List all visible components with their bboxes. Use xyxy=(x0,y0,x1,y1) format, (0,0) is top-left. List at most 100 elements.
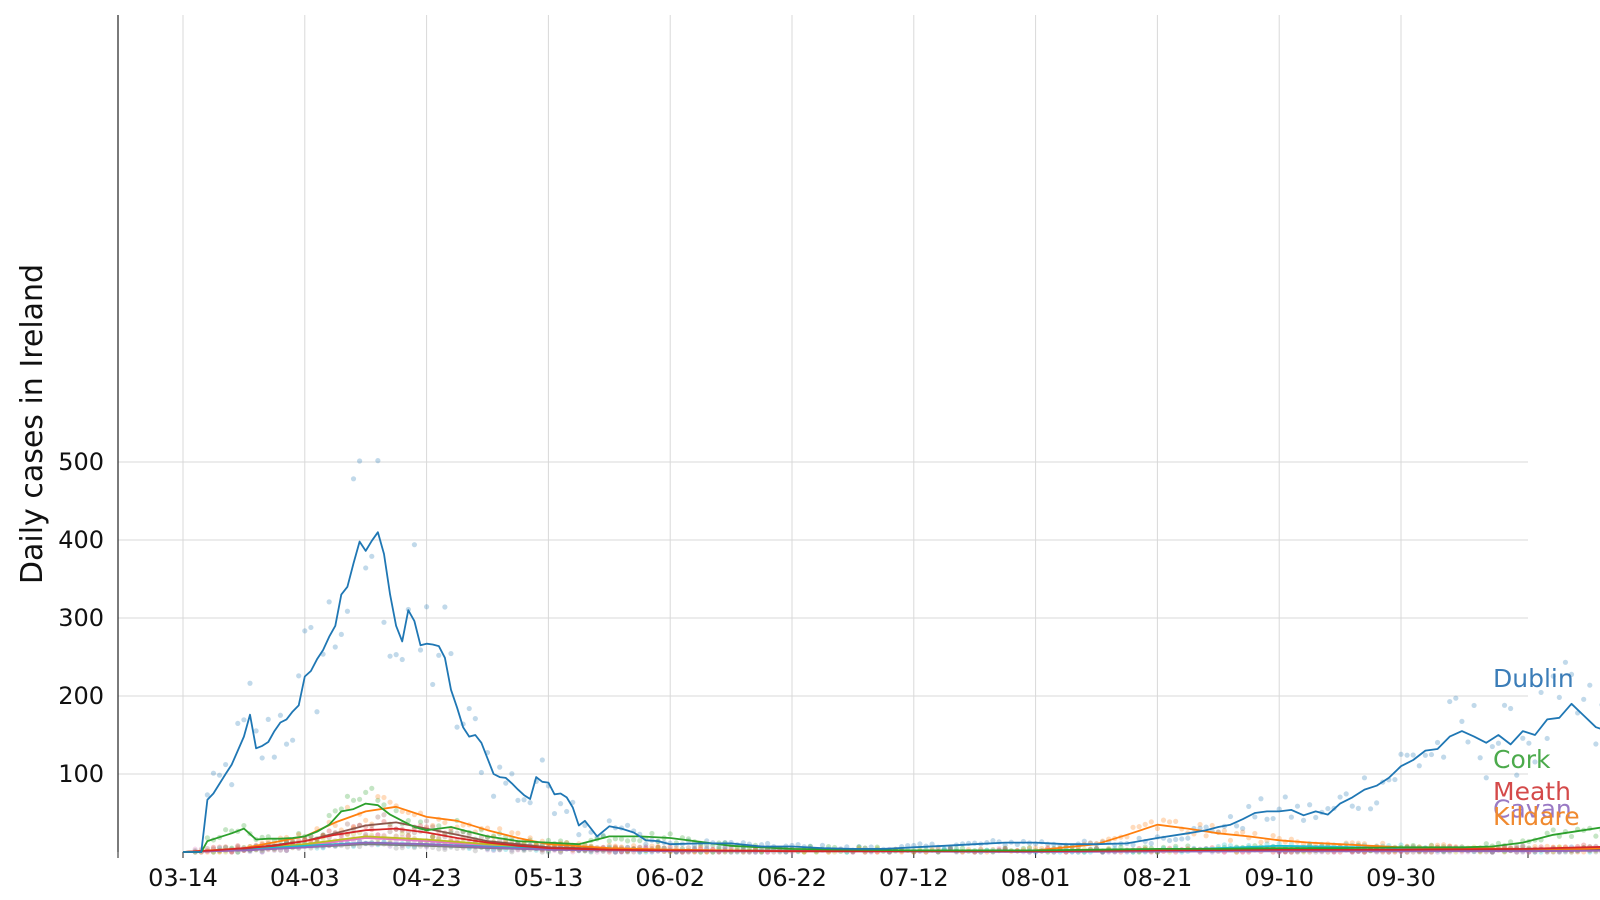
daily-point xyxy=(1307,802,1313,808)
daily-point xyxy=(223,827,229,833)
daily-point xyxy=(442,819,448,826)
daily-point xyxy=(1441,842,1447,848)
daily-point xyxy=(387,653,393,659)
daily-point xyxy=(1434,739,1441,746)
daily-point xyxy=(1148,819,1154,825)
daily-point xyxy=(375,458,381,464)
daily-point xyxy=(436,823,442,829)
y-tick-label: 500 xyxy=(58,448,104,476)
daily-point xyxy=(204,792,210,798)
daily-point xyxy=(1428,751,1435,758)
daily-point xyxy=(1587,682,1593,688)
daily-point xyxy=(357,796,363,802)
daily-point xyxy=(442,604,448,610)
daily-point xyxy=(381,794,387,801)
daily-point xyxy=(1550,827,1556,833)
daily-point xyxy=(1593,833,1599,839)
daily-point xyxy=(454,724,460,730)
x-tick-label: 04-23 xyxy=(392,864,462,892)
daily-point xyxy=(1240,829,1246,835)
series-label-cavan: Cavan xyxy=(1493,794,1572,823)
daily-point xyxy=(1374,800,1380,806)
daily-point xyxy=(539,757,545,763)
daily-point xyxy=(1343,791,1349,797)
daily-point xyxy=(1246,803,1252,810)
daily-point xyxy=(1209,822,1215,829)
series-label-dublin: Dublin xyxy=(1493,664,1574,693)
daily-point xyxy=(1294,803,1301,809)
daily-point xyxy=(436,846,442,852)
daily-point xyxy=(241,822,247,829)
daily-point xyxy=(472,716,478,722)
daily-point xyxy=(326,828,332,834)
daily-point xyxy=(1520,843,1526,850)
daily-point xyxy=(430,834,436,840)
daily-point xyxy=(399,845,405,851)
daily-point xyxy=(1465,739,1471,745)
daily-point xyxy=(1508,705,1514,712)
daily-point xyxy=(1471,702,1477,709)
daily-point xyxy=(1514,843,1520,849)
daily-point xyxy=(947,845,953,851)
daily-point xyxy=(1252,830,1258,837)
daily-point xyxy=(283,741,290,747)
daily-point xyxy=(1459,718,1465,724)
daily-point xyxy=(387,799,393,805)
daily-point xyxy=(509,771,515,777)
daily-point xyxy=(271,754,277,760)
daily-point xyxy=(1556,694,1562,700)
daily-point xyxy=(350,797,357,803)
daily-point xyxy=(235,843,241,849)
daily-point xyxy=(210,770,217,776)
daily-point xyxy=(1361,775,1368,781)
daily-point xyxy=(277,712,284,718)
daily-point xyxy=(430,824,436,830)
daily-point xyxy=(247,680,253,686)
daily-point xyxy=(497,826,503,832)
y-tick-label: 400 xyxy=(58,526,104,554)
daily-point xyxy=(564,808,570,815)
daily-point xyxy=(393,845,399,851)
daily-point xyxy=(1148,840,1154,847)
daily-point xyxy=(1154,825,1160,832)
daily-point xyxy=(399,831,405,837)
daily-point xyxy=(405,833,411,839)
daily-point xyxy=(1416,763,1422,769)
daily-point xyxy=(235,720,241,727)
x-tick-label: 05-13 xyxy=(514,864,584,892)
daily-point xyxy=(332,822,338,828)
daily-point xyxy=(1410,752,1416,758)
daily-point xyxy=(606,842,612,848)
daily-point xyxy=(1398,751,1404,757)
daily-point xyxy=(1593,741,1599,747)
daily-point xyxy=(497,764,503,770)
daily-point xyxy=(1520,735,1526,741)
daily-point xyxy=(216,844,223,850)
daily-point xyxy=(344,793,351,799)
daily-point xyxy=(241,717,247,723)
daily-point xyxy=(436,835,442,841)
daily-point xyxy=(253,728,259,734)
daily-point xyxy=(1501,702,1508,708)
daily-point xyxy=(1581,696,1587,702)
daily-point xyxy=(350,476,357,482)
daily-point xyxy=(411,542,418,548)
daily-point xyxy=(1252,814,1258,820)
daily-point xyxy=(466,705,472,712)
x-tick-label: 09-30 xyxy=(1366,864,1436,892)
daily-point xyxy=(387,829,393,835)
daily-point xyxy=(1453,695,1459,701)
daily-point xyxy=(1270,833,1276,839)
daily-point xyxy=(1398,842,1404,848)
daily-point xyxy=(1264,841,1270,847)
daily-point xyxy=(1240,825,1246,832)
daily-point xyxy=(545,849,552,855)
daily-point xyxy=(1325,805,1331,812)
daily-point xyxy=(1282,794,1288,800)
daily-point xyxy=(1300,817,1307,823)
series-line-dublin xyxy=(183,531,1600,853)
daily-point xyxy=(204,835,210,841)
daily-point xyxy=(576,832,582,838)
series-label-kildare: Kildare xyxy=(1493,802,1580,831)
daily-point xyxy=(363,789,369,795)
